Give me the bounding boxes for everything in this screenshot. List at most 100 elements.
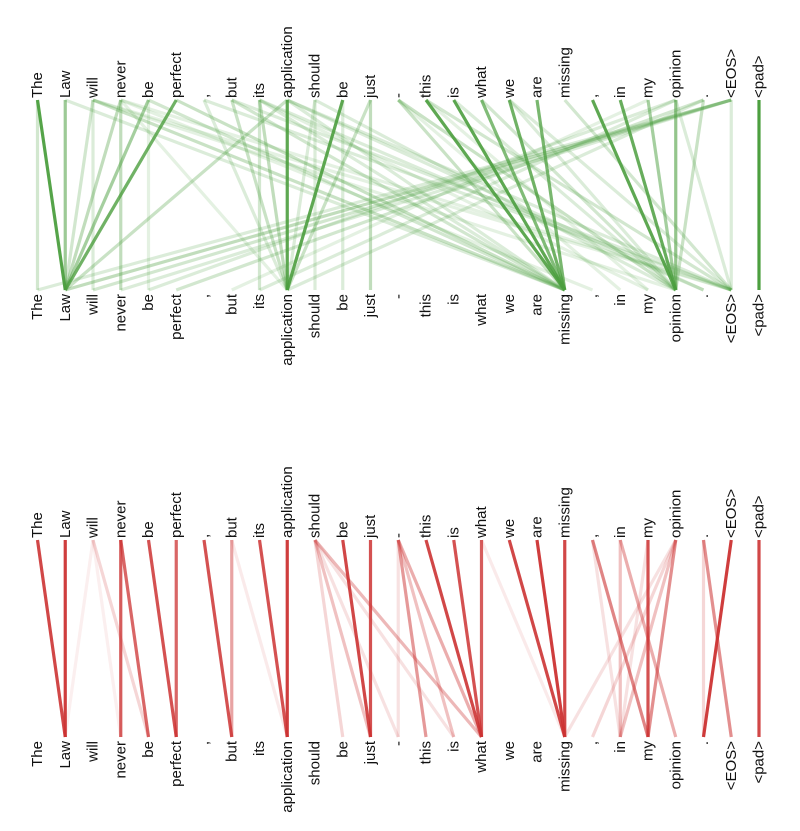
attention-edge	[92, 98, 677, 292]
source-token: ,	[196, 534, 213, 538]
target-token: this	[418, 294, 435, 317]
target-token: The	[29, 294, 46, 320]
source-token: The	[29, 72, 46, 98]
target-token: perfect	[168, 740, 185, 787]
attention-edge	[397, 98, 677, 292]
target-token: <EOS>	[723, 741, 740, 790]
target-token: should	[307, 741, 324, 785]
attention-edge	[64, 98, 566, 292]
target-token: .	[695, 294, 712, 298]
target-token: ,	[584, 741, 601, 745]
target-token: -	[390, 741, 407, 746]
source-token: its	[251, 83, 268, 98]
source-token: we	[501, 519, 518, 539]
top-attention-edges	[35, 98, 761, 292]
source-token: The	[29, 512, 46, 538]
target-token: its	[251, 741, 268, 756]
source-token: will	[85, 517, 102, 539]
attention-edge	[618, 539, 678, 738]
target-token: in	[612, 294, 629, 306]
attention-edge	[396, 539, 483, 738]
source-token: Law	[57, 510, 74, 538]
attention-edge	[64, 98, 289, 292]
attention-edge	[591, 539, 678, 738]
attention-edge	[120, 98, 732, 292]
source-token: ,	[584, 534, 601, 538]
attention-edge	[674, 99, 706, 291]
source-token: .	[695, 94, 712, 98]
source-token: this	[418, 75, 435, 98]
attention-edge	[258, 98, 649, 292]
source-token: be	[140, 521, 157, 538]
target-token: its	[251, 294, 268, 309]
attention-edge	[396, 539, 428, 738]
top-attention-panel: TheTheLawLawwillwillneverneverbebeperfec…	[29, 26, 768, 365]
target-token: but	[223, 740, 240, 762]
attention-edge	[563, 539, 678, 738]
attention-edge	[231, 98, 732, 292]
source-token: is	[445, 87, 462, 98]
attention-edge	[147, 98, 677, 292]
source-token: missing	[556, 47, 573, 98]
source-token: in	[612, 526, 629, 538]
attention-edge	[175, 98, 705, 292]
attention-edge	[35, 539, 67, 738]
attention-edge	[146, 539, 178, 738]
attention-edge	[37, 98, 732, 292]
target-token: -	[390, 294, 407, 299]
attention-edge	[286, 98, 705, 292]
attention-edge	[313, 539, 456, 738]
target-token: be	[140, 294, 157, 311]
target-token: what	[473, 740, 490, 774]
attention-edge	[257, 539, 289, 738]
target-token: ,	[196, 741, 213, 745]
attention-edge	[452, 98, 677, 292]
target-token: The	[29, 741, 46, 767]
target-token: be	[334, 294, 351, 311]
target-token: <pad>	[751, 741, 768, 784]
bottom-attention-panel: TheTheLawLawwillwillneverneverbebeperfec…	[29, 466, 768, 812]
source-token: application	[279, 466, 296, 538]
target-token: never	[112, 741, 129, 779]
target-token: <EOS>	[723, 294, 740, 343]
attention-edge	[701, 539, 733, 738]
attention-edge	[480, 99, 567, 291]
target-token: Law	[57, 294, 74, 322]
target-token: application	[279, 741, 296, 813]
attention-edge	[202, 539, 234, 738]
attention-edge	[424, 539, 484, 738]
attention-edge	[618, 99, 678, 291]
attention-edge	[120, 98, 732, 292]
source-token: opinion	[667, 50, 684, 98]
source-token: -	[390, 533, 407, 538]
source-token: application	[279, 26, 296, 98]
attention-edge	[63, 99, 123, 291]
target-token: ,	[196, 294, 213, 298]
source-token: but	[223, 76, 240, 98]
attention-edge	[258, 98, 705, 292]
attention-edge	[674, 99, 733, 291]
target-token: perfect	[168, 293, 185, 340]
attention-edge	[203, 98, 732, 292]
attention-edge	[92, 98, 566, 292]
attention-edge	[285, 99, 372, 291]
attention-edge	[313, 538, 483, 739]
attention-edge	[63, 99, 178, 291]
source-token: this	[418, 515, 435, 538]
source-token: .	[695, 534, 712, 538]
source-token: be	[140, 81, 157, 98]
attention-edge	[618, 539, 650, 738]
attention-edge	[313, 539, 345, 738]
attention-edge	[396, 539, 456, 738]
target-token: never	[112, 294, 129, 332]
source-token: is	[445, 527, 462, 538]
source-token: never	[112, 500, 129, 538]
attention-edge	[507, 539, 567, 738]
source-token: ,	[584, 94, 601, 98]
attention-edge	[285, 99, 345, 291]
target-token: Law	[57, 741, 74, 769]
target-token: just	[362, 293, 379, 318]
attention-edge	[286, 98, 566, 292]
target-token: we	[501, 294, 518, 314]
attention-edge	[119, 539, 151, 738]
